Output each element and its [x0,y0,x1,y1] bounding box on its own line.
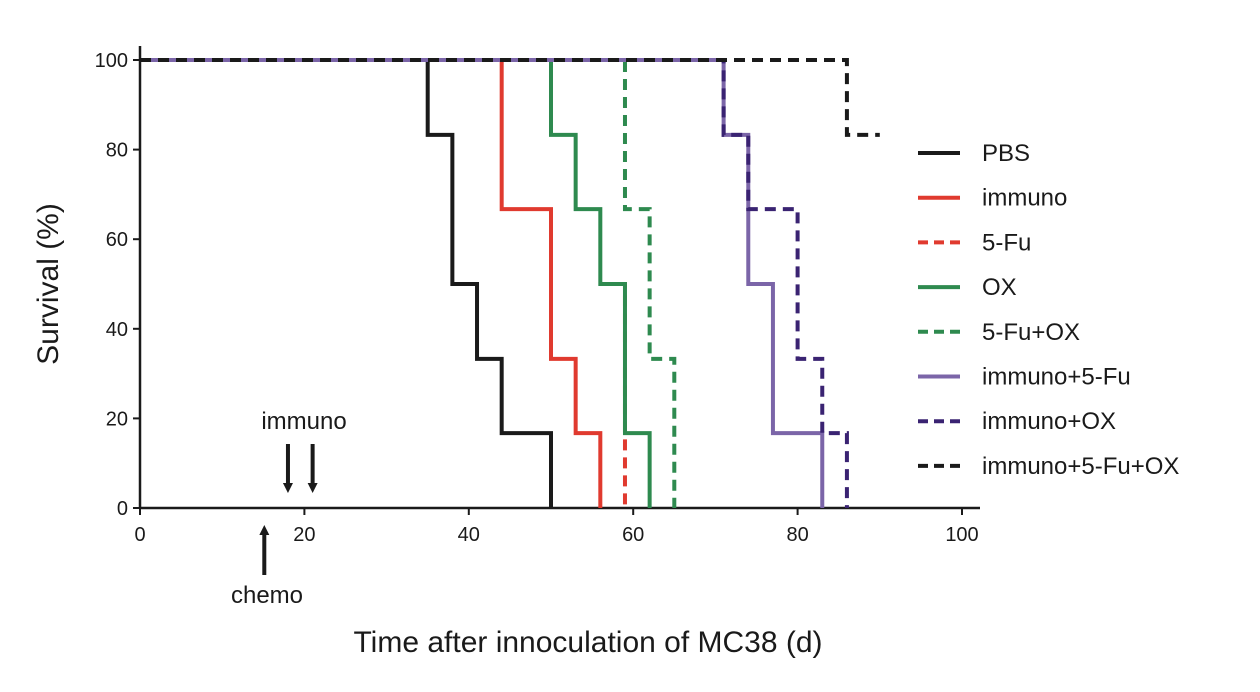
x-tick-label: 80 [786,524,808,546]
legend-label: PBS [982,140,1030,167]
y-tick-label: 60 [106,229,128,251]
series-line-immuno [140,58,603,508]
annotation-chemo-label: chemo [231,582,303,609]
legend-label: 5-Fu+OX [982,319,1080,346]
legend-label: immuno [982,185,1067,212]
x-tick-label: 0 [134,524,145,546]
y-axis-title: Survival (%) [32,203,65,365]
x-tick-label: 60 [622,524,644,546]
axes: 0 20 40 60 80 100 0 20 40 60 80 100 Time after innoc… [32,46,980,659]
annotation-immuno-label: immuno [261,408,346,435]
series-lines [140,58,880,508]
y-tick-label: 0 [117,498,128,520]
y-tick-label: 20 [106,408,128,430]
series-line-ox [140,58,652,508]
y-tick-label: 80 [106,140,128,162]
series-line-immuno-ox [140,58,849,508]
legend-label: 5-Fu [982,229,1031,256]
legend-label: immuno+5-Fu+OX [982,453,1179,480]
x-tick-label: 20 [293,524,315,546]
series-line-5-fu [600,282,627,508]
series-line-pbs [140,58,553,508]
x-axis-title: Time after innoculation of MC38 (d) [353,626,822,659]
x-tick-label: 40 [458,524,480,546]
legend-label: OX [982,274,1017,301]
series-line-immuno-5-fu [140,58,825,508]
y-tick-label: 40 [106,319,128,341]
legend-label: immuno+5-Fu [982,364,1131,391]
legend: PBS immuno 5-Fu OX 5-Fu+OX immuno+5-Fu immuno+… [918,140,1179,480]
series-line-immuno-5-fu-ox [140,58,880,137]
y-tick-label: 100 [95,50,128,72]
annotations: immuno chemo [231,408,347,609]
series-line-5-fu-ox [140,58,677,508]
x-tick-label: 100 [945,524,978,546]
legend-label: immuno+OX [982,408,1116,435]
